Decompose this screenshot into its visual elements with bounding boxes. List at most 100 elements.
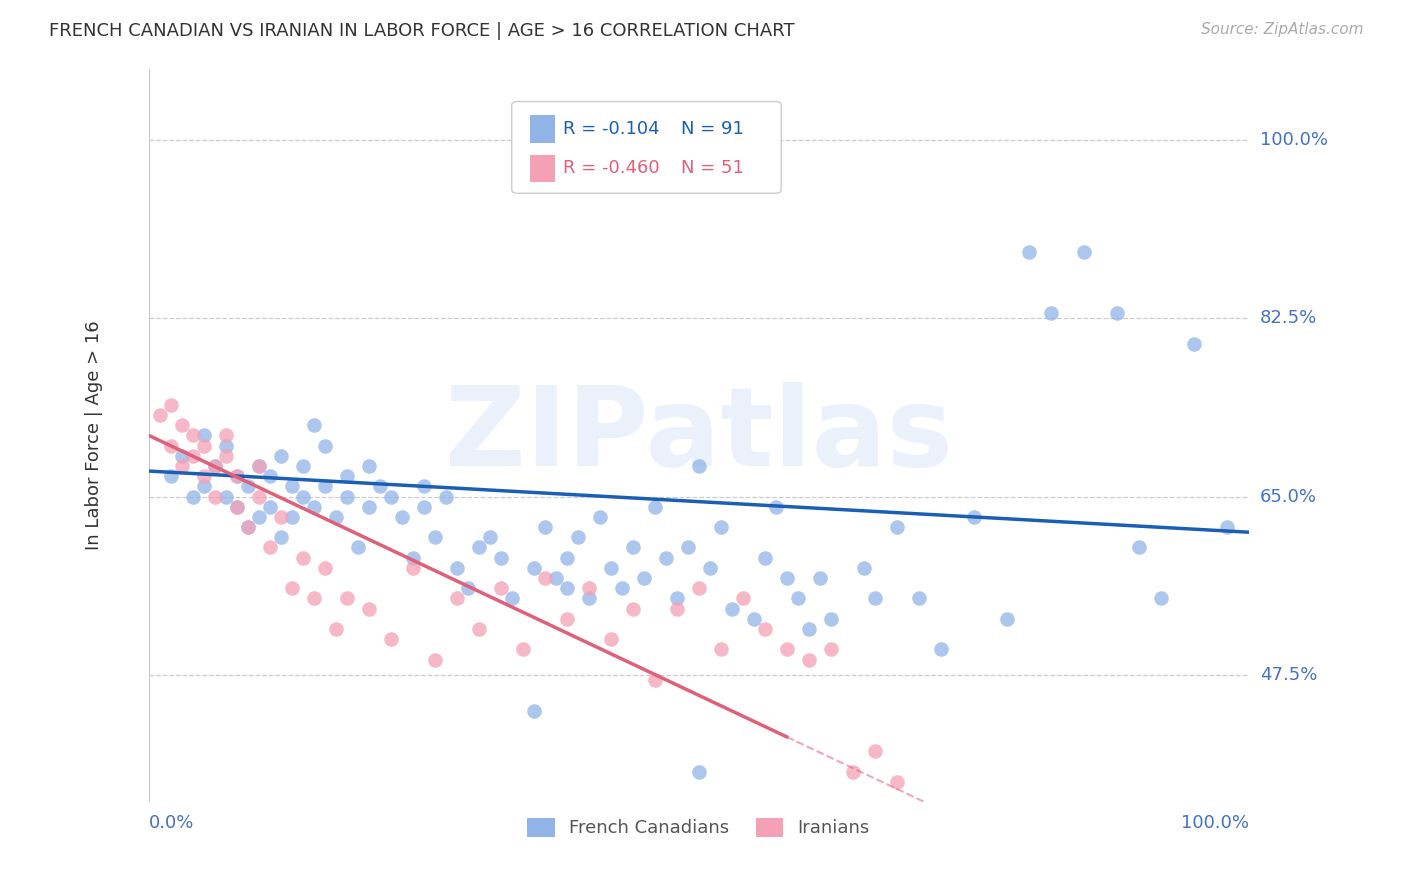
Point xyxy=(302,500,325,514)
Point xyxy=(776,571,799,585)
Point xyxy=(489,550,512,565)
Point xyxy=(467,541,489,555)
Point xyxy=(1018,244,1040,259)
Point xyxy=(688,581,710,595)
Point xyxy=(765,500,787,514)
Point xyxy=(204,490,226,504)
Point xyxy=(610,581,633,595)
Text: 65.0%: 65.0% xyxy=(1260,488,1317,506)
Text: FRENCH CANADIAN VS IRANIAN IN LABOR FORCE | AGE > 16 CORRELATION CHART: FRENCH CANADIAN VS IRANIAN IN LABOR FORC… xyxy=(49,22,794,40)
Point xyxy=(193,479,215,493)
Point xyxy=(215,439,238,453)
Point xyxy=(423,652,446,666)
Point xyxy=(302,418,325,433)
Point xyxy=(1073,244,1095,259)
Point xyxy=(215,490,238,504)
Text: 47.5%: 47.5% xyxy=(1260,666,1317,684)
Point xyxy=(1039,306,1062,320)
Point xyxy=(314,561,336,575)
Point xyxy=(357,458,380,473)
Point xyxy=(149,408,172,422)
Point xyxy=(621,601,644,615)
Text: N = 91: N = 91 xyxy=(681,120,744,138)
Point xyxy=(402,561,425,575)
Point xyxy=(797,652,820,666)
Point xyxy=(863,744,886,758)
Point xyxy=(1128,541,1150,555)
Point xyxy=(489,581,512,595)
Point xyxy=(225,500,247,514)
Point xyxy=(533,571,555,585)
Text: 100.0%: 100.0% xyxy=(1260,131,1327,149)
Point xyxy=(688,458,710,473)
Point xyxy=(380,632,402,647)
Point xyxy=(291,458,314,473)
Point xyxy=(247,510,270,524)
Point xyxy=(776,642,799,657)
Point xyxy=(1149,591,1171,606)
Point xyxy=(665,591,688,606)
Point xyxy=(357,500,380,514)
Point xyxy=(215,449,238,463)
Point xyxy=(412,479,434,493)
Point xyxy=(193,428,215,442)
Point xyxy=(314,479,336,493)
Point xyxy=(291,490,314,504)
Point xyxy=(523,561,546,575)
Point xyxy=(325,622,347,636)
Point xyxy=(181,428,204,442)
Point xyxy=(412,500,434,514)
Point xyxy=(259,469,281,483)
Point xyxy=(665,601,688,615)
Point xyxy=(710,520,733,534)
Point xyxy=(434,490,457,504)
Point xyxy=(742,612,765,626)
Point xyxy=(247,458,270,473)
Point xyxy=(325,510,347,524)
Point xyxy=(225,469,247,483)
Point xyxy=(1215,520,1237,534)
Point xyxy=(676,541,699,555)
Point xyxy=(786,591,808,606)
Point xyxy=(599,561,621,575)
Point xyxy=(236,479,259,493)
Point xyxy=(633,571,655,585)
Point xyxy=(621,541,644,555)
Point xyxy=(159,439,181,453)
FancyBboxPatch shape xyxy=(530,154,554,183)
Legend: French Canadians, Iranians: French Canadians, Iranians xyxy=(520,811,877,845)
Point xyxy=(281,510,304,524)
Point xyxy=(699,561,721,575)
Point xyxy=(688,764,710,779)
Point xyxy=(225,500,247,514)
Point xyxy=(336,490,359,504)
Point xyxy=(820,642,842,657)
Point xyxy=(159,398,181,412)
Point xyxy=(963,510,986,524)
Point xyxy=(193,439,215,453)
Point xyxy=(204,458,226,473)
FancyBboxPatch shape xyxy=(512,102,782,194)
Point xyxy=(193,469,215,483)
Point xyxy=(346,541,368,555)
Text: R = -0.104: R = -0.104 xyxy=(564,120,659,138)
Point xyxy=(533,520,555,534)
Point xyxy=(336,591,359,606)
Point xyxy=(512,642,534,657)
Point xyxy=(314,439,336,453)
Text: 0.0%: 0.0% xyxy=(149,814,194,832)
Point xyxy=(380,490,402,504)
Point xyxy=(929,642,952,657)
Point xyxy=(589,510,612,524)
Point xyxy=(1105,306,1128,320)
Point xyxy=(402,550,425,565)
Point xyxy=(357,601,380,615)
Point xyxy=(159,469,181,483)
Point xyxy=(423,530,446,544)
Point xyxy=(391,510,413,524)
Point xyxy=(731,591,754,606)
Point xyxy=(754,622,776,636)
Point xyxy=(544,571,567,585)
Text: 82.5%: 82.5% xyxy=(1260,310,1317,327)
Point xyxy=(446,561,468,575)
